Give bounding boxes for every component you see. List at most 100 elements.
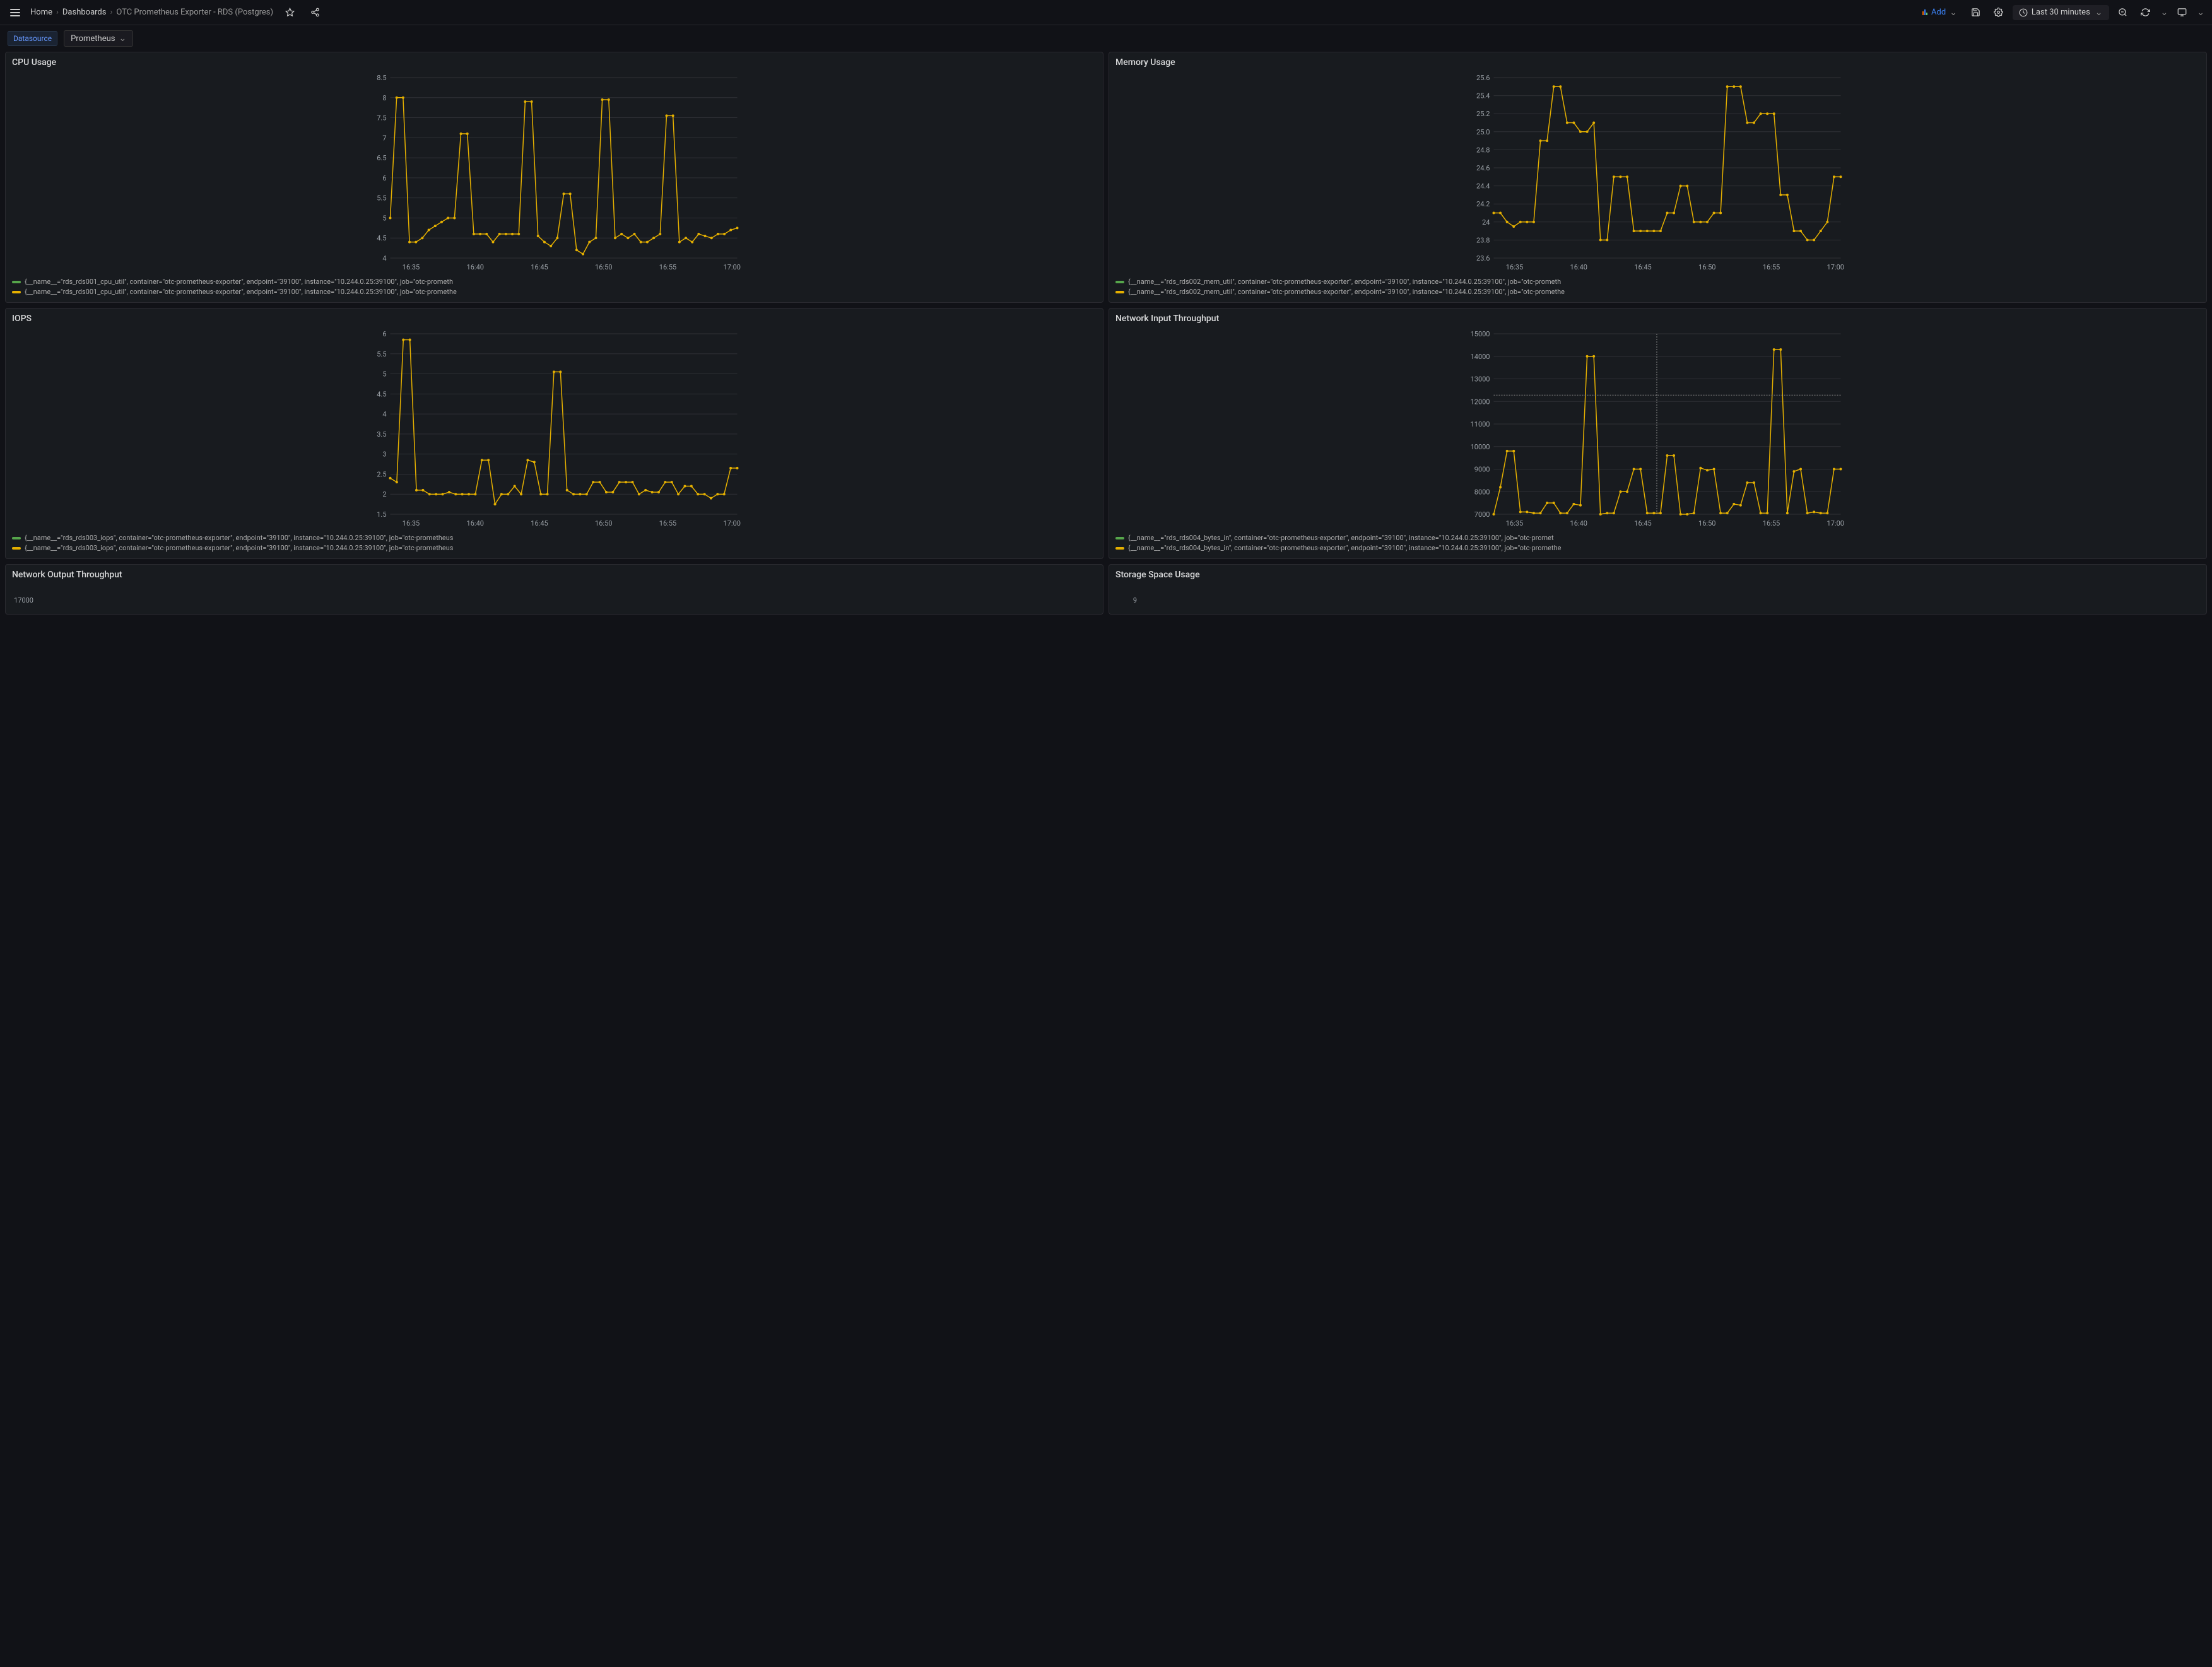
legend-swatch [1115,291,1124,293]
panel-cpu[interactable]: CPU Usage⋮44.555.566.577.588.516:3516:40… [5,52,1103,303]
legend-label: {__name__="rds_rds003_iops", container="… [25,533,453,543]
legend-label: {__name__="rds_rds003_iops", container="… [25,543,453,553]
svg-text:10000: 10000 [1471,443,1490,451]
svg-text:17000: 17000 [14,596,33,604]
svg-text:5.5: 5.5 [377,350,386,358]
legend-swatch [1115,281,1124,283]
panel-iops[interactable]: IOPS⋮1.522.533.544.555.5616:3516:4016:45… [5,308,1103,559]
svg-text:3.5: 3.5 [377,430,386,439]
kiosk-chevron-icon[interactable] [2196,8,2204,18]
monitor-icon[interactable] [2173,4,2191,21]
breadcrumb-dashboards[interactable]: Dashboards [62,8,107,17]
legend-item[interactable]: {__name__="rds_rds003_iops", container="… [12,533,1097,543]
chart-area[interactable]: 9 [1115,584,2200,609]
legend-label: {__name__="rds_rds004_bytes_in", contain… [1128,533,1554,543]
legend-item[interactable]: {__name__="rds_rds004_bytes_in", contain… [1115,533,2200,543]
legend-item[interactable]: {__name__="rds_rds002_mem_util", contain… [1115,277,2200,287]
svg-text:5: 5 [382,214,386,222]
save-icon[interactable] [1967,4,1985,21]
svg-text:16:35: 16:35 [403,519,420,527]
legend: {__name__="rds_rds003_iops", container="… [12,533,1097,553]
legend-item[interactable]: {__name__="rds_rds003_iops", container="… [12,543,1097,553]
svg-text:8000: 8000 [1474,488,1490,496]
chevron-down-icon [1948,8,1957,18]
svg-text:4: 4 [382,254,386,262]
datasource-select[interactable]: Prometheus [64,30,133,47]
refresh-icon[interactable] [2137,4,2155,21]
svg-text:15000: 15000 [1471,330,1490,338]
legend-swatch [1115,547,1124,550]
svg-text:5: 5 [382,370,386,379]
settings-icon[interactable] [1990,4,2008,21]
panel-title: IOPS [12,314,1097,324]
datasource-value: Prometheus [71,34,115,44]
chevron-down-icon [2094,8,2103,18]
svg-text:23.8: 23.8 [1476,236,1490,244]
zoom-out-icon[interactable] [2114,4,2132,21]
svg-text:16:40: 16:40 [1570,263,1587,271]
chart-area[interactable]: 7000800090001000011000120001300014000150… [1115,327,2200,529]
svg-text:17:00: 17:00 [724,519,741,527]
refresh-chevron-icon[interactable] [2160,8,2168,18]
legend-swatch [12,281,21,283]
variable-toolbar: Datasource Prometheus [0,25,2212,52]
breadcrumb-sep: › [56,8,59,17]
svg-text:4.5: 4.5 [377,390,386,398]
svg-text:16:40: 16:40 [467,519,484,527]
chevron-down-icon [117,33,126,44]
chart-area[interactable]: 23.623.82424.224.424.624.825.025.225.425… [1115,71,2200,273]
svg-text:16:50: 16:50 [595,263,612,271]
svg-text:16:55: 16:55 [659,519,676,527]
legend: {__name__="rds_rds001_cpu_util", contain… [12,277,1097,297]
legend-item[interactable]: {__name__="rds_rds001_cpu_util", contain… [12,277,1097,287]
legend-item[interactable]: {__name__="rds_rds002_mem_util", contain… [1115,287,2200,297]
legend-item[interactable]: {__name__="rds_rds001_cpu_util", contain… [12,287,1097,297]
legend: {__name__="rds_rds002_mem_util", contain… [1115,277,2200,297]
panel-mem[interactable]: Memory Usage⋮23.623.82424.224.424.624.82… [1109,52,2207,303]
chart-area[interactable]: 44.555.566.577.588.516:3516:4016:4516:50… [12,71,1097,273]
panel-title: CPU Usage [12,57,1097,68]
breadcrumb-sep: › [110,8,112,17]
svg-text:5.5: 5.5 [377,194,386,203]
svg-text:24.2: 24.2 [1476,200,1490,208]
panel-title: Network Input Throughput [1115,314,2200,324]
svg-text:23.6: 23.6 [1476,254,1490,262]
svg-text:25.6: 25.6 [1476,74,1490,82]
svg-text:2: 2 [382,490,386,498]
star-icon[interactable] [281,4,298,21]
svg-text:14000: 14000 [1471,353,1490,361]
svg-text:16:40: 16:40 [467,263,484,271]
chart-area[interactable]: 1.522.533.544.555.5616:3516:4016:4516:50… [12,327,1097,529]
svg-text:7000: 7000 [1474,510,1490,519]
svg-text:25.4: 25.4 [1476,92,1490,100]
svg-text:16:45: 16:45 [1634,263,1651,271]
panel-netin[interactable]: Network Input Throughput⋮700080009000100… [1109,308,2207,559]
svg-text:16:40: 16:40 [1570,519,1587,527]
svg-text:16:45: 16:45 [531,263,548,271]
legend-swatch [12,537,21,539]
svg-text:12000: 12000 [1471,398,1490,406]
add-button[interactable]: Add [1917,5,1962,20]
svg-text:17:00: 17:00 [1827,519,1844,527]
svg-text:16:50: 16:50 [595,519,612,527]
dashboard-grid: CPU Usage⋮44.555.566.577.588.516:3516:40… [0,52,2212,620]
panel-netout[interactable]: Network Output Throughput⋮17000 [5,564,1103,615]
breadcrumb-home[interactable]: Home [30,8,52,17]
menu-icon[interactable] [8,6,23,19]
panel-storage[interactable]: Storage Space Usage⋮9 [1109,564,2207,615]
svg-text:16:45: 16:45 [531,519,548,527]
svg-text:16:55: 16:55 [659,263,676,271]
breadcrumb-current: OTC Prometheus Exporter - RDS (Postgres) [116,8,273,17]
legend-label: {__name__="rds_rds001_cpu_util", contain… [25,287,457,297]
panel-title: Network Output Throughput [12,570,1097,580]
legend: {__name__="rds_rds004_bytes_in", contain… [1115,533,2200,553]
legend-label: {__name__="rds_rds002_mem_util", contain… [1128,277,1561,287]
header-left: Home › Dashboards › OTC Prometheus Expor… [8,4,324,21]
svg-text:16:50: 16:50 [1698,519,1715,527]
time-range-picker[interactable]: Last 30 minutes [2013,5,2109,20]
legend-label: {__name__="rds_rds002_mem_util", contain… [1128,287,1565,297]
svg-text:13000: 13000 [1471,375,1490,384]
chart-area[interactable]: 17000 [12,584,1097,609]
legend-item[interactable]: {__name__="rds_rds004_bytes_in", contain… [1115,543,2200,553]
share-icon[interactable] [306,4,324,21]
